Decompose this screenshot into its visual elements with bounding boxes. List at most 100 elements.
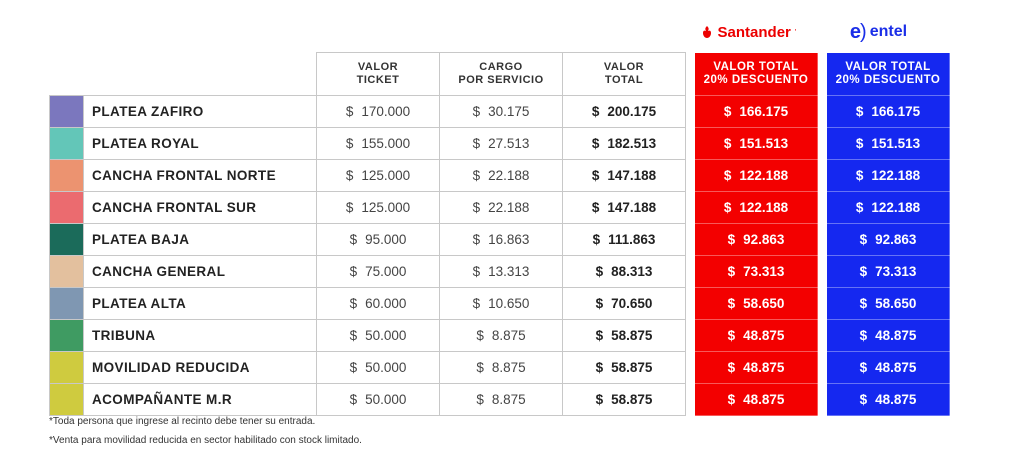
- entel-discount-total: $92.863: [826, 223, 950, 256]
- cargo-servicio: $10.650: [439, 287, 563, 320]
- santander-discount-total-value: 48.875: [743, 392, 785, 407]
- footnotes: *Toda persona que ingrese al recinto deb…: [49, 416, 362, 454]
- currency-symbol: $: [855, 168, 864, 183]
- currency-symbol: $: [723, 200, 732, 215]
- currency-symbol: $: [595, 264, 604, 279]
- valor-total-value: 58.875: [611, 328, 653, 343]
- valor-ticket: $155.000: [316, 127, 440, 160]
- valor-total: $88.313: [562, 255, 686, 288]
- table-row: CANCHA GENERAL $75.000 $13.313 $88.313 $73.3…: [49, 255, 950, 288]
- currency-symbol: $: [345, 104, 354, 119]
- sector-color-swatch: [49, 95, 84, 128]
- valor-total: $58.875: [562, 319, 686, 352]
- valor-ticket-value: 60.000: [365, 296, 407, 311]
- cargo-servicio-value: 22.188: [488, 168, 530, 183]
- table-header-row: VALOR TICKET CARGO POR SERVICIO VALOR TOTAL…: [50, 52, 950, 96]
- cargo-servicio: $27.513: [439, 127, 563, 160]
- valor-ticket-value: 75.000: [365, 264, 407, 279]
- currency-symbol: $: [591, 136, 600, 151]
- sector-name: ACOMPAÑANTE M.R: [83, 383, 317, 416]
- sector-color-swatch: [49, 351, 84, 384]
- currency-symbol: $: [591, 168, 600, 183]
- entel-discount-total: $58.650: [826, 287, 950, 320]
- currency-symbol: $: [349, 392, 358, 407]
- table-row: PLATEA ROYAL $155.000 $27.513 $182.513 $151.…: [49, 127, 950, 160]
- santander-discount-total-value: 122.188: [739, 168, 789, 183]
- valor-total-value: 88.313: [611, 264, 653, 279]
- santander-discount-total: $48.875: [694, 383, 818, 416]
- header-valor-ticket: VALOR TICKET: [316, 52, 440, 96]
- santander-discount-total: $48.875: [694, 351, 818, 384]
- valor-total: $58.875: [562, 351, 686, 384]
- header-santander-discount: VALOR TOTAL 20% DESCUENTO: [694, 52, 818, 96]
- currency-symbol: $: [855, 136, 864, 151]
- entel-discount-total: $73.313: [826, 255, 950, 288]
- currency-symbol: $: [727, 328, 736, 343]
- header-entel-discount: VALOR TOTAL 20% DESCUENTO: [826, 52, 950, 96]
- cargo-servicio: $8.875: [439, 319, 563, 352]
- table-row: ACOMPAÑANTE M.R $50.000 $8.875 $58.875 $48.8…: [49, 383, 950, 416]
- entel-discount-total-value: 73.313: [875, 264, 917, 279]
- santander-discount-total-value: 92.863: [743, 232, 785, 247]
- table-row: PLATEA ZAFIRO $170.000 $30.175 $200.175 $166…: [49, 95, 950, 128]
- header-cargo-servicio: CARGO POR SERVICIO: [439, 52, 563, 96]
- valor-ticket-value: 50.000: [365, 392, 407, 407]
- currency-symbol: $: [472, 200, 481, 215]
- santander-discount-total: $122.188: [694, 159, 818, 192]
- currency-symbol: $: [345, 168, 354, 183]
- currency-symbol: $: [859, 328, 868, 343]
- santander-discount-total: $58.650: [694, 287, 818, 320]
- santander-logo: Santander ': [686, 20, 810, 44]
- sector-color-swatch: [49, 159, 84, 192]
- cargo-servicio-value: 8.875: [491, 328, 526, 343]
- valor-ticket: $95.000: [316, 223, 440, 256]
- cargo-servicio: $13.313: [439, 255, 563, 288]
- header-valor-total: VALOR TOTAL: [562, 52, 686, 96]
- entel-discount-total: $48.875: [826, 383, 950, 416]
- currency-symbol: $: [727, 264, 736, 279]
- santander-logo-text: Santander: [717, 23, 791, 41]
- currency-symbol: $: [349, 232, 358, 247]
- entel-discount-total: $48.875: [826, 351, 950, 384]
- currency-symbol: $: [591, 200, 600, 215]
- santander-discount-total: $48.875: [694, 319, 818, 352]
- valor-ticket: $60.000: [316, 287, 440, 320]
- santander-discount-total-value: 73.313: [743, 264, 785, 279]
- footnote: *Toda persona que ingrese al recinto deb…: [49, 416, 316, 427]
- currency-symbol: $: [723, 168, 732, 183]
- valor-total-value: 182.513: [607, 136, 657, 151]
- entel-discount-total-value: 151.513: [871, 136, 921, 151]
- valor-total: $147.188: [562, 159, 686, 192]
- currency-symbol: $: [476, 360, 484, 375]
- currency-symbol: $: [855, 200, 864, 215]
- valor-ticket: $50.000: [316, 383, 440, 416]
- entel-discount-total-value: 58.650: [875, 296, 917, 311]
- santander-flame-icon: [702, 26, 711, 38]
- entel-discount-total: $48.875: [826, 319, 950, 352]
- sector-name: PLATEA BAJA: [83, 223, 317, 256]
- valor-total: $58.875: [562, 383, 686, 416]
- sector-name: MOVILIDAD REDUCIDA: [83, 351, 317, 384]
- currency-symbol: $: [345, 200, 354, 215]
- sector-name: TRIBUNA: [83, 319, 317, 352]
- santander-discount-total-value: 151.513: [739, 136, 789, 151]
- valor-total: $182.513: [562, 127, 686, 160]
- currency-symbol: $: [595, 392, 604, 407]
- currency-symbol: $: [349, 328, 358, 343]
- sector-color-swatch: [49, 287, 84, 320]
- santander-discount-total-value: 48.875: [743, 360, 785, 375]
- cargo-servicio: $8.875: [439, 383, 563, 416]
- valor-total: $111.863: [562, 223, 686, 256]
- sector-color-swatch: [49, 383, 84, 416]
- price-table: VALOR TICKET CARGO POR SERVICIO VALOR TOTAL…: [49, 52, 950, 416]
- valor-ticket: $75.000: [316, 255, 440, 288]
- currency-symbol: $: [349, 360, 358, 375]
- santander-discount-total: $73.313: [694, 255, 818, 288]
- table-row: PLATEA BAJA $95.000 $16.863 $111.863 $92.863…: [49, 223, 950, 256]
- valor-ticket: $125.000: [316, 191, 440, 224]
- valor-ticket-value: 155.000: [361, 136, 411, 151]
- cargo-servicio: $22.188: [439, 191, 563, 224]
- currency-symbol: $: [859, 264, 868, 279]
- valor-ticket-value: 170.000: [361, 104, 411, 119]
- cargo-servicio: $8.875: [439, 351, 563, 384]
